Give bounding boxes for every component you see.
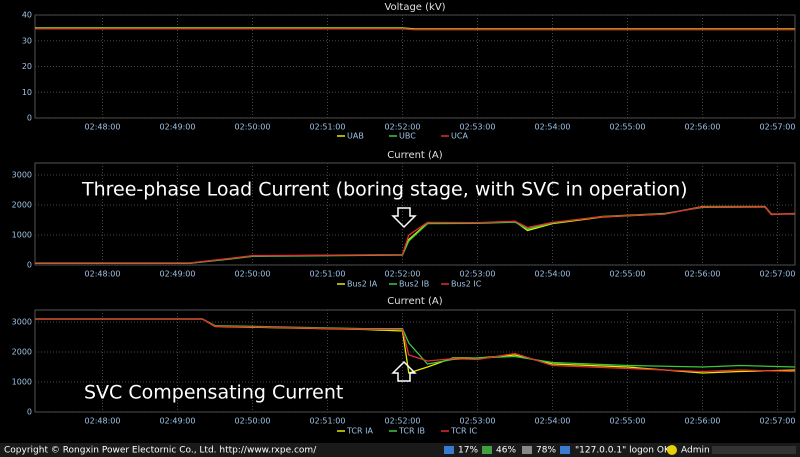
y-tick-label: 2000 <box>12 201 32 210</box>
x-tick-label: 02:52:00 <box>385 270 421 279</box>
y-tick-label: 30 <box>22 36 32 45</box>
cpu-icon <box>444 446 454 454</box>
x-tick-label: 02:49:00 <box>160 270 196 279</box>
x-tick-label: 02:48:00 <box>85 417 121 426</box>
plot-area <box>34 309 796 413</box>
series-line <box>35 206 796 264</box>
series-line <box>35 28 795 31</box>
annotation: SVC Compensating Current <box>84 382 343 404</box>
y-tick-label: 1000 <box>12 231 32 240</box>
y-tick-label: 3000 <box>12 318 32 327</box>
legend-label: Bus2 IA <box>347 280 378 289</box>
charts: Voltage (kV) 0 10 20 30 40 02:48:00 02:49:00 02:… <box>12 2 796 436</box>
x-tick-label: 02:53:00 <box>460 123 496 132</box>
legend-label: TCR IC <box>450 427 477 436</box>
x-tick-label: 02:54:00 <box>535 417 571 426</box>
x-tick-label: 02:57:00 <box>760 270 796 279</box>
x-tick-label: 02:48:00 <box>85 270 121 279</box>
x-tick-label: 02:53:00 <box>460 417 496 426</box>
disk-icon <box>522 446 532 454</box>
x-tick-label: 02:52:00 <box>385 417 421 426</box>
down-arrow <box>391 207 417 229</box>
y-tick-label: 0 <box>27 408 32 417</box>
memory: 46% <box>496 446 516 456</box>
chart-title: Current (A) <box>387 296 442 307</box>
x-tick-label: 02:49:00 <box>160 417 196 426</box>
x-tick-label: 02:56:00 <box>685 270 721 279</box>
x-tick-label: 02:50:00 <box>235 270 271 279</box>
x-tick-label: 02:51:00 <box>310 417 346 426</box>
up-arrow <box>391 360 417 382</box>
copyright: Copyright © Rongxin Power Electornic Co.… <box>4 446 317 456</box>
x-tick-label: 02:57:00 <box>760 417 796 426</box>
x-tick-label: 02:54:00 <box>535 123 571 132</box>
y-tick-label: 0 <box>27 261 32 270</box>
x-tick-label: 02:51:00 <box>310 270 346 279</box>
y-tick-label: 20 <box>22 62 32 71</box>
user-icon <box>667 445 677 455</box>
legend-label: Bus2 IC <box>451 280 482 289</box>
x-tick-label: 02:55:00 <box>610 270 646 279</box>
legend-label: UAB <box>347 132 364 141</box>
disk: 78% <box>536 446 556 456</box>
y-tick-label: 2000 <box>12 348 32 357</box>
y-tick-label: 0 <box>27 114 32 123</box>
legend-label: UBC <box>399 132 416 141</box>
legend-label: Bus2 IB <box>399 280 429 289</box>
memory-icon <box>482 446 492 454</box>
x-tick-label: 02:54:00 <box>535 270 571 279</box>
series-line <box>35 318 796 373</box>
logon: "127.0.0.1" logon OK <box>575 446 671 456</box>
tray-icons <box>712 446 796 454</box>
x-tick-label: 02:56:00 <box>685 417 721 426</box>
legend-label: UCA <box>451 132 468 141</box>
y-tick-label: 3000 <box>12 171 32 180</box>
status-bar <box>0 443 800 457</box>
network-icon <box>560 446 570 454</box>
legend-label: TCR IA <box>346 427 373 436</box>
x-tick-label: 02:48:00 <box>85 123 121 132</box>
chart-title: Voltage (kV) <box>384 2 445 13</box>
x-tick-label: 02:49:00 <box>160 123 196 132</box>
x-tick-label: 02:52:00 <box>385 123 421 132</box>
x-tick-label: 02:57:00 <box>760 123 796 132</box>
cpu: 17% <box>458 446 478 456</box>
annotation: Three-phase Load Current (boring stage, … <box>81 179 688 201</box>
x-tick-label: 02:55:00 <box>610 417 646 426</box>
x-tick-label: 02:51:00 <box>310 123 346 132</box>
x-tick-label: 02:50:00 <box>235 123 271 132</box>
x-tick-label: 02:56:00 <box>685 123 721 132</box>
y-tick-label: 1000 <box>12 378 32 387</box>
legend-label: TCR IB <box>398 427 425 436</box>
y-tick-label: 10 <box>22 88 32 97</box>
y-tick-label: 40 <box>22 11 32 20</box>
x-tick-label: 02:53:00 <box>460 270 496 279</box>
chart-title: Current (A) <box>387 150 442 161</box>
x-tick-label: 02:55:00 <box>610 123 646 132</box>
user: Admin <box>681 446 710 456</box>
x-tick-label: 02:50:00 <box>235 417 271 426</box>
